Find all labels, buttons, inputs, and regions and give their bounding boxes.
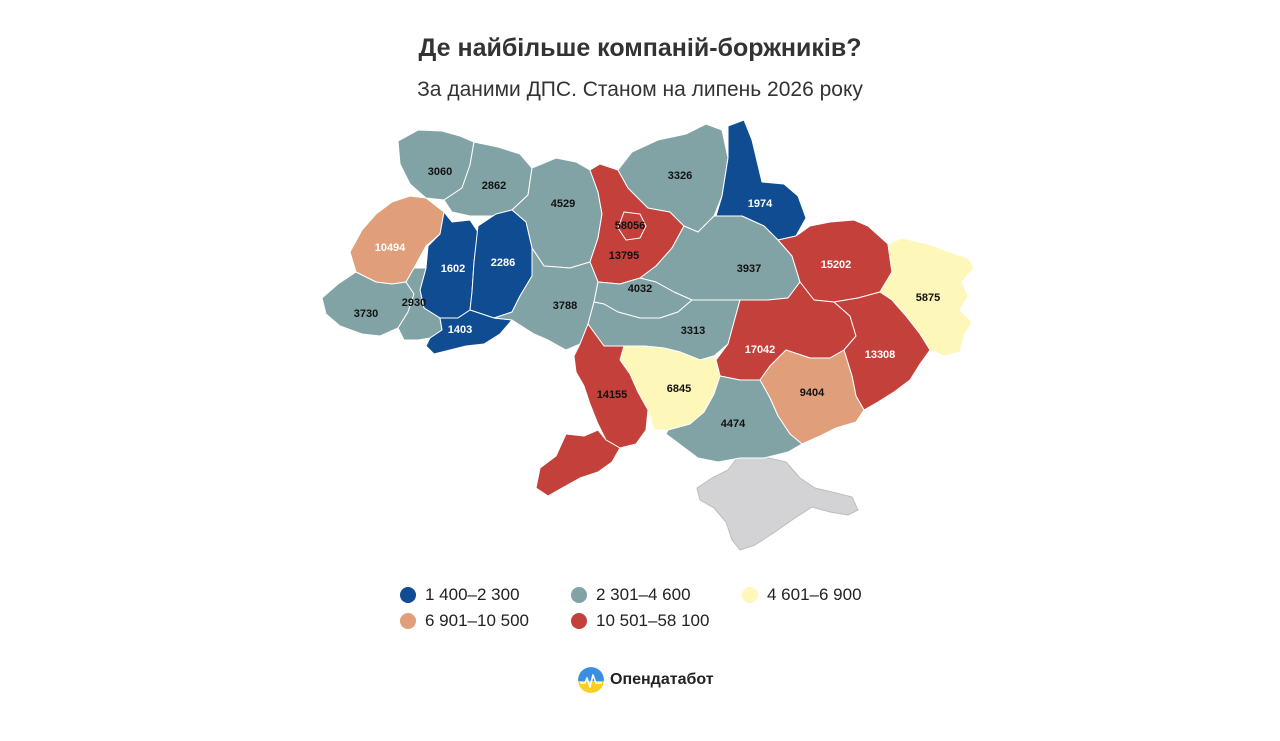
region-label-poltava: 3937 — [737, 263, 761, 275]
legend-label-range-1: 1 400–2 300 — [425, 585, 520, 604]
legend-item-range-3: 4 601–6 900 — [742, 585, 862, 605]
legend-label-range-3: 4 601–6 900 — [767, 585, 862, 604]
region-label-luhansk: 5875 — [916, 292, 940, 304]
legend-swatch-range-3 — [742, 587, 758, 603]
region-kherson[interactable] — [665, 375, 803, 463]
region-label-chernihiv: 3326 — [668, 170, 692, 182]
legend-swatch-range-2 — [571, 587, 587, 603]
region-label-ternopil: 1602 — [441, 263, 465, 275]
region-label-zaporizhzhia: 9404 — [800, 387, 825, 399]
region-vinnytsia[interactable] — [493, 247, 599, 351]
region-label-chernivtsi: 1403 — [448, 324, 472, 336]
brand-name: Опендатабот — [610, 671, 714, 688]
region-chernivtsi[interactable] — [425, 309, 513, 355]
region-label-vinnytsia: 3788 — [553, 300, 577, 312]
brand-footer: Опендатабот — [578, 667, 714, 693]
region-label-kirovohrad: 3313 — [681, 325, 705, 337]
region-label-dnipropetrovsk: 17042 — [745, 344, 776, 356]
opendatabot-logo-icon — [578, 667, 604, 693]
legend-swatch-range-5 — [571, 613, 587, 629]
region-label-kyiv-city: 58056 — [615, 220, 646, 232]
region-label-cherkasy: 4032 — [628, 283, 652, 295]
region-label-ivano-frankivsk: 2930 — [402, 297, 426, 309]
legend-item-range-1: 1 400–2 300 — [400, 585, 520, 605]
region-label-volyn: 3060 — [428, 166, 452, 178]
region-crimea — [696, 455, 859, 551]
region-odesa-south[interactable] — [535, 429, 621, 497]
region-label-mykolaiv: 6845 — [667, 383, 691, 395]
legend-swatch-range-1 — [400, 587, 416, 603]
region-label-lviv: 10494 — [375, 242, 406, 254]
legend-item-range-4: 6 901–10 500 — [400, 611, 529, 631]
map-title: Де найбільше компаній-боржників? — [418, 34, 862, 62]
map-subtitle: За даними ДПС. Станом на липень 2026 рок… — [417, 78, 863, 101]
region-label-zhytomyr: 4529 — [551, 198, 575, 210]
region-label-kharkiv: 15202 — [821, 259, 852, 271]
region-label-rivne: 2862 — [482, 180, 506, 192]
region-zakarpattia[interactable] — [321, 271, 415, 337]
region-kyiv-city[interactable] — [617, 211, 647, 241]
region-odesa-north[interactable] — [573, 323, 649, 449]
region-label-kyiv-oblast: 13795 — [609, 250, 640, 262]
region-donetsk[interactable] — [833, 291, 931, 411]
region-rivne[interactable] — [443, 141, 533, 217]
region-label-donetsk: 13308 — [865, 349, 896, 361]
region-label-zakarpattia: 3730 — [354, 308, 378, 320]
map-legend: 1 400–2 300 2 301–4 600 4 601–6 900 6 90… — [400, 585, 920, 635]
legend-label-range-5: 10 501–58 100 — [596, 611, 710, 630]
region-label-kherson: 4474 — [721, 418, 746, 430]
region-label-odesa-north: 14155 — [597, 389, 628, 401]
legend-item-range-2: 2 301–4 600 — [571, 585, 691, 605]
region-label-khmelnytskyi: 2286 — [491, 257, 515, 269]
legend-label-range-2: 2 301–4 600 — [596, 585, 691, 604]
legend-label-range-4: 6 901–10 500 — [425, 611, 529, 630]
legend-swatch-range-4 — [400, 613, 416, 629]
region-label-sumy: 1974 — [748, 198, 773, 210]
legend-item-range-5: 10 501–58 100 — [571, 611, 709, 631]
